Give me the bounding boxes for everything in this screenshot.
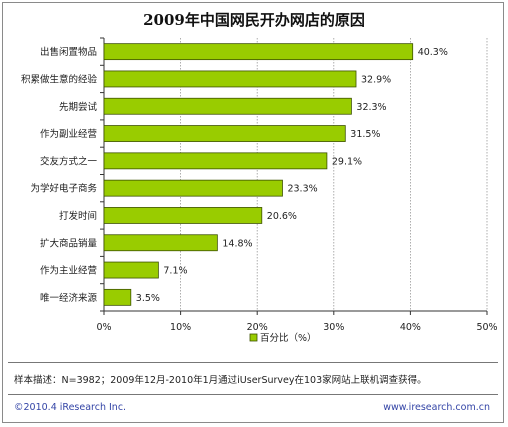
category-label: 作为副业经营: [40, 128, 97, 140]
category-label: 扩大商品销量: [40, 237, 98, 249]
category-label: 作为主业经营: [40, 265, 97, 277]
legend: 百分比（%）: [249, 332, 317, 344]
category-label: 交友方式之一: [40, 155, 98, 167]
bar-layer: [103, 43, 414, 306]
bar: [103, 125, 346, 142]
category-label: 积累做生意的经验: [21, 73, 98, 85]
category-label: 出售闲置物品: [40, 46, 97, 58]
bar-chart: 0% 10% 20% 30% 40% 50% 出售闲置物品 40.3% 积累做生意的经验 32.9…: [21, 37, 498, 344]
chart-title: 2009年中国网民开办网店的原因: [143, 11, 365, 29]
value-label: 31.5%: [350, 129, 380, 140]
legend-swatch: [249, 333, 258, 342]
x-tick-label: 50%: [476, 322, 497, 333]
value-label: 23.3%: [287, 184, 317, 195]
x-tick-label: 0%: [96, 322, 111, 333]
bar: [103, 234, 218, 252]
bar: [103, 288, 132, 306]
bar: [103, 152, 328, 170]
bar: [103, 179, 283, 197]
bar: [103, 43, 414, 61]
value-label: 32.3%: [356, 102, 386, 113]
bar: [103, 70, 357, 88]
divider-bottom: [8, 394, 498, 395]
value-label: 32.9%: [361, 74, 391, 85]
value-label: 29.1%: [332, 156, 362, 167]
value-label: 40.3%: [418, 47, 448, 58]
category-label: 先期尝试: [59, 101, 98, 113]
legend-label: 百分比（%）: [260, 332, 317, 344]
x-tick-label: 10%: [170, 322, 191, 333]
category-label: 打发时间: [59, 210, 97, 222]
bar: [103, 97, 352, 115]
category-label: 为学好电子商务: [30, 183, 97, 195]
value-label: 14.8%: [222, 238, 252, 249]
bar: [103, 207, 263, 224]
bar: [103, 261, 159, 279]
value-label: 20.6%: [267, 211, 297, 222]
value-label: 3.5%: [136, 293, 160, 304]
x-tick-label: 40%: [400, 322, 421, 333]
category-label: 唯一经济来源: [40, 292, 98, 304]
copyright-text: ©2010.4 iResearch Inc.: [14, 402, 127, 413]
x-tick-label: 30%: [323, 322, 344, 333]
divider-top: [8, 362, 498, 363]
website-link[interactable]: www.iresearch.com.cn: [383, 402, 490, 413]
label-layer: 0% 10% 20% 30% 40% 50% 出售闲置物品 40.3% 积累做生意的经验 32.9…: [21, 46, 498, 333]
sample-note: 样本描述：N=3982；2009年12月-2010年1月通过iUserSurve…: [14, 375, 427, 386]
value-label: 7.1%: [163, 266, 187, 277]
x-tick-label: 20%: [247, 322, 268, 333]
